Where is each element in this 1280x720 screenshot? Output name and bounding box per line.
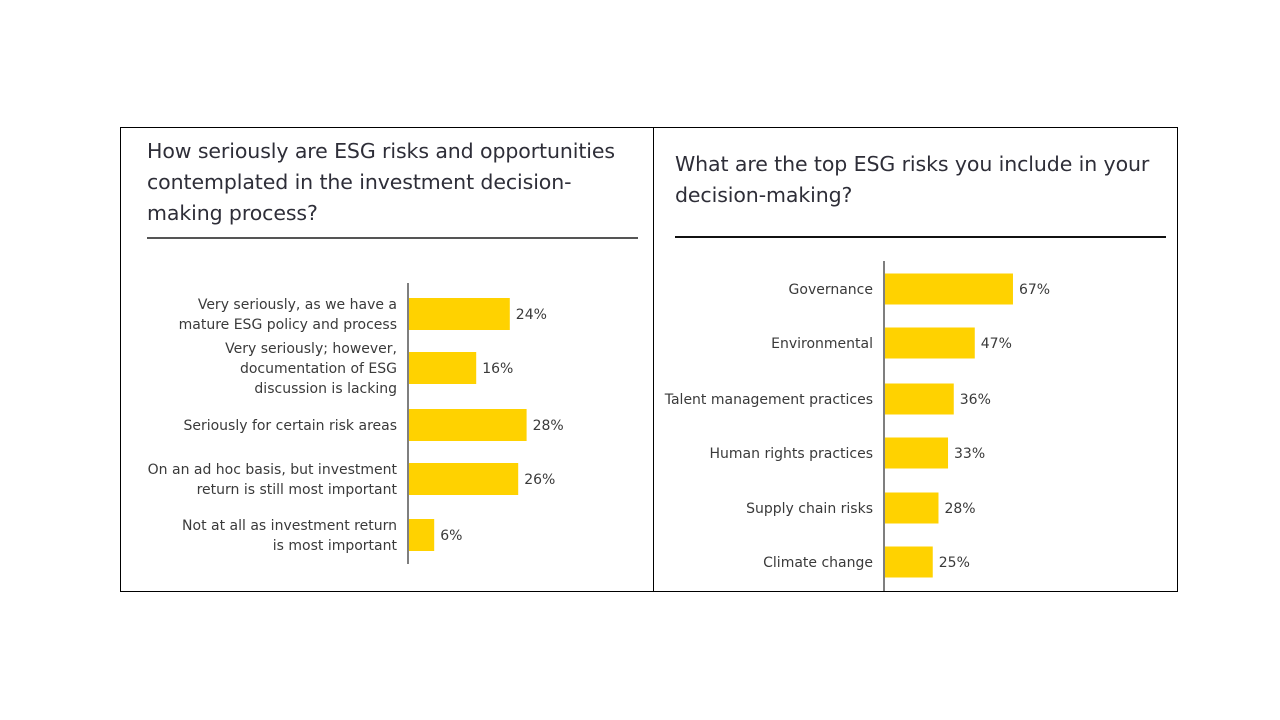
bar [409,409,527,441]
data-label: 36% [960,392,991,408]
data-label: 28% [533,418,564,434]
bar [885,273,1013,305]
data-label: 25% [939,555,970,571]
bar [885,383,954,415]
category-label: discussion is lacking [254,381,397,397]
category-label: Supply chain risks [746,501,873,517]
category-label: Very seriously; however, [225,341,397,357]
bar [409,352,477,384]
category-label: return is still most important [197,482,398,498]
data-label: 16% [482,361,513,377]
bar [409,298,510,330]
category-label: Seriously for certain risk areas [183,418,397,434]
category-label: mature ESG policy and process [179,317,397,333]
data-label: 26% [524,472,555,488]
data-label: 28% [944,501,975,517]
category-label: documentation of ESG [240,361,397,377]
category-label: Climate change [763,555,873,571]
data-label: 6% [440,528,462,544]
data-label: 24% [516,307,547,323]
chart-title-line: How seriously are ESG risks and opportun… [147,139,615,163]
category-label: Environmental [771,336,873,352]
data-label: 33% [954,446,985,462]
chart-title: How seriously are ESG risks and opportun… [147,136,647,229]
chart-title-line: contemplated in the investment decision- [147,170,572,194]
title-divider [147,237,638,239]
bar [409,519,435,551]
bar-chart-top-risks: 67% Governance 47% Environmental 36% Talent m… [664,261,1050,591]
data-label: 67% [1019,282,1050,298]
chart-title-line: making process? [147,201,318,225]
bar [885,437,949,469]
bar [885,546,933,578]
category-label: Talent management practices [664,392,873,408]
chart-title-line: What are the top ESG risks you include i… [675,152,1150,176]
category-label: On an ad hoc basis, but investment [148,462,398,478]
chart-title-line: decision-making? [675,183,853,207]
chart-panel-esg-seriousness: How seriously are ESG risks and opportun… [120,127,654,592]
chart-title: What are the top ESG risks you include i… [675,149,1175,211]
bar [885,492,939,524]
bar [409,463,519,495]
category-label: Not at all as investment return [182,518,397,534]
bar-chart-seriousness: 24% Very seriously, as we have a mature ES… [148,283,564,564]
title-divider [675,236,1166,238]
category-label: Governance [789,282,873,298]
category-label: Very seriously, as we have a [198,297,397,313]
bar [885,327,975,359]
category-label: Human rights practices [710,446,873,462]
chart-panel-top-esg-risks: What are the top ESG risks you include i… [653,127,1178,592]
category-label: is most important [273,538,398,554]
data-label: 47% [981,336,1012,352]
